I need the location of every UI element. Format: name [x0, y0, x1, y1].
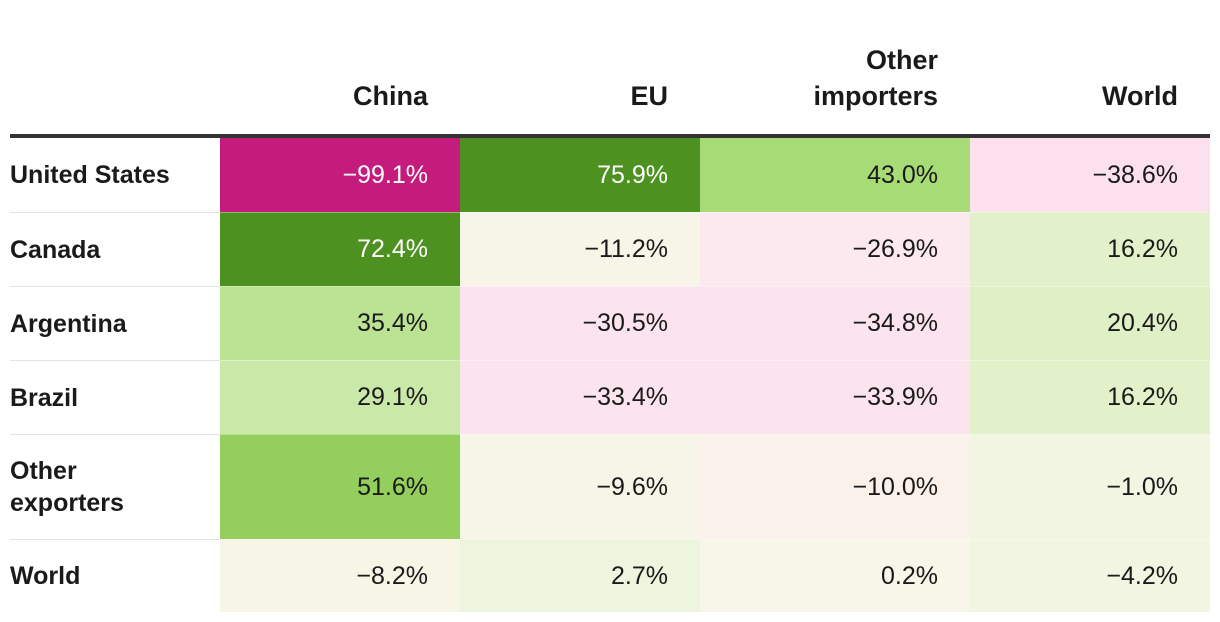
row-label: Brazil — [10, 360, 220, 434]
table-header: China EU Other importers World — [10, 0, 1210, 138]
row-label: World — [10, 539, 220, 612]
column-header-line: importers — [813, 81, 938, 111]
row-label-line: exporters — [10, 489, 124, 517]
value-cell: −33.9% — [700, 360, 970, 434]
table-row: Canada 72.4% −11.2% −26.9% 16.2% — [10, 212, 1210, 286]
value-cell: −26.9% — [700, 212, 970, 286]
table-row: World −8.2% 2.7% 0.2% −4.2% — [10, 539, 1210, 612]
value-cell: −38.6% — [970, 138, 1210, 212]
value-cell: −11.2% — [460, 212, 700, 286]
table-row: Argentina 35.4% −30.5% −34.8% 20.4% — [10, 286, 1210, 360]
column-header-line: Other — [865, 45, 938, 75]
value-cell: 29.1% — [220, 360, 460, 434]
value-cell: −8.2% — [220, 539, 460, 612]
row-label-line: Argentina — [10, 309, 127, 338]
row-label-line: United States — [10, 161, 170, 189]
table-row: Other exporters 51.6% −9.6% −10.0% −1.0% — [10, 434, 1210, 539]
column-header-eu: EU — [460, 78, 700, 114]
value-cell: 75.9% — [460, 138, 700, 212]
value-cell: −99.1% — [220, 138, 460, 212]
value-cell: 51.6% — [220, 434, 460, 539]
row-label-line: Other — [10, 457, 77, 485]
row-label-line: Brazil — [10, 383, 79, 412]
value-cell: −1.0% — [970, 434, 1210, 539]
value-cell: −34.8% — [700, 286, 970, 360]
value-cell: 16.2% — [970, 212, 1210, 286]
row-label: Other exporters — [10, 434, 220, 539]
row-label: United States — [10, 138, 220, 212]
value-cell: −30.5% — [460, 286, 700, 360]
row-label: Canada — [10, 212, 220, 286]
column-header-line: China — [352, 81, 428, 111]
value-cell: −10.0% — [700, 434, 970, 539]
table-row: Brazil 29.1% −33.4% −33.9% 16.2% — [10, 360, 1210, 434]
value-cell: 20.4% — [970, 286, 1210, 360]
row-label: Argentina — [10, 286, 220, 360]
column-header-china: China — [220, 78, 460, 114]
value-cell: 0.2% — [700, 539, 970, 612]
column-header-line: EU — [630, 81, 668, 111]
value-cell: −4.2% — [970, 539, 1210, 612]
value-cell: 43.0% — [700, 138, 970, 212]
value-cell: 2.7% — [460, 539, 700, 612]
row-label-line: Canada — [10, 235, 101, 264]
value-cell: −33.4% — [460, 360, 700, 434]
table-row: United States −99.1% 75.9% 43.0% −38.6% — [10, 138, 1210, 212]
value-cell: 72.4% — [220, 212, 460, 286]
row-label-line: World — [10, 562, 81, 590]
column-header-world: World — [970, 78, 1210, 114]
column-header-line: World — [1102, 81, 1178, 111]
value-cell: 16.2% — [970, 360, 1210, 434]
column-header-other-importers: Other importers — [700, 42, 970, 114]
value-cell: −9.6% — [460, 434, 700, 539]
value-cell: 35.4% — [220, 286, 460, 360]
